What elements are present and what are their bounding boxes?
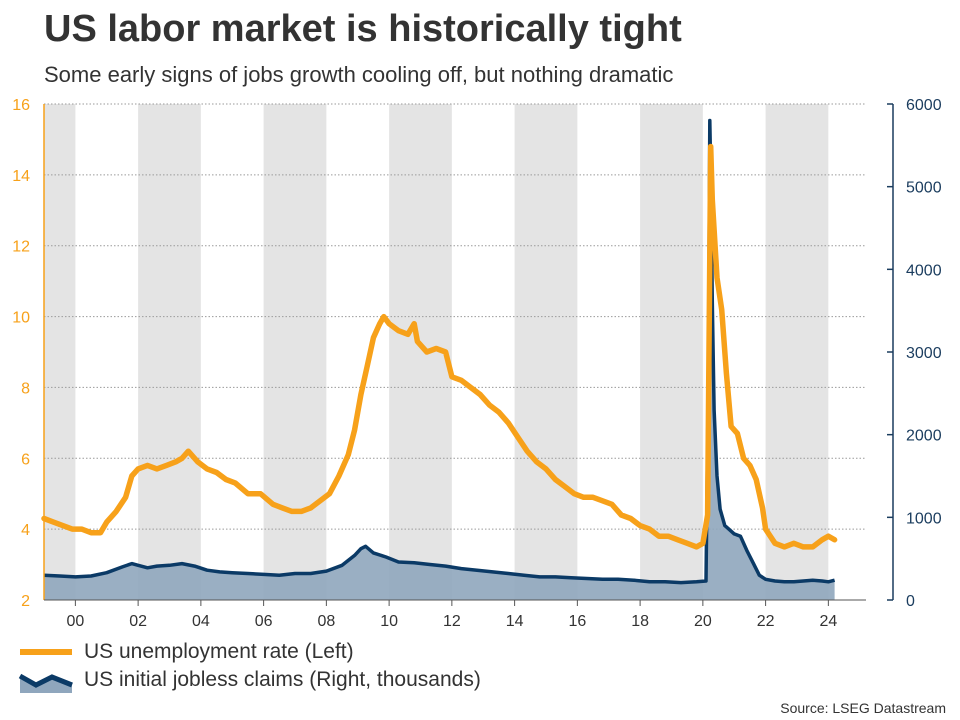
legend-item-unemployment: US unemployment rate (Left) bbox=[18, 638, 481, 666]
x-tick-label: 20 bbox=[694, 613, 712, 630]
left-tick-label: 6 bbox=[21, 451, 30, 468]
x-tick-label: 04 bbox=[192, 613, 210, 630]
right-tick-label: 6000 bbox=[906, 97, 942, 114]
right-tick-label: 1000 bbox=[906, 510, 942, 527]
shaded-band-0 bbox=[44, 104, 76, 600]
right-tick-label: 2000 bbox=[906, 428, 942, 445]
x-tick-label: 14 bbox=[506, 613, 524, 630]
right-tick-label: 5000 bbox=[906, 180, 942, 197]
chart-subtitle: Some early signs of jobs growth cooling … bbox=[44, 62, 674, 87]
x-tick-label: 02 bbox=[129, 613, 147, 630]
x-tick-label: 00 bbox=[66, 613, 84, 630]
legend-item-claims: US initial jobless claims (Right, thousa… bbox=[18, 666, 481, 694]
shaded-band-1 bbox=[138, 104, 201, 600]
left-tick-label: 14 bbox=[12, 168, 30, 185]
left-tick-label: 10 bbox=[12, 310, 30, 327]
shaded-band-4 bbox=[514, 104, 578, 600]
x-tick-label: 06 bbox=[255, 613, 273, 630]
blue-area-icon bbox=[18, 673, 73, 693]
left-tick-label: 12 bbox=[12, 239, 30, 256]
right-tick-label: 3000 bbox=[906, 345, 942, 362]
x-tick-label: 08 bbox=[317, 613, 335, 630]
x-tick-label: 22 bbox=[757, 613, 775, 630]
x-tick-label: 18 bbox=[631, 613, 649, 630]
right-tick-label: 0 bbox=[906, 593, 915, 610]
x-tick-label: 12 bbox=[443, 613, 461, 630]
left-tick-label: 2 bbox=[21, 593, 30, 610]
left-tick-label: 16 bbox=[12, 97, 30, 114]
shaded-band-6 bbox=[765, 104, 829, 600]
x-tick-label: 24 bbox=[819, 613, 837, 630]
legend-label-unemployment: US unemployment rate (Left) bbox=[84, 640, 354, 663]
left-tick-label: 8 bbox=[21, 380, 30, 397]
source-note: Source: LSEG Datastream bbox=[780, 700, 946, 716]
legend-label-claims: US initial jobless claims (Right, thousa… bbox=[84, 668, 481, 691]
x-tick-label: 16 bbox=[568, 613, 586, 630]
legend: US unemployment rate (Left) US initial j… bbox=[18, 638, 481, 694]
shaded-band-2 bbox=[263, 104, 327, 600]
claims-line bbox=[43, 118, 836, 585]
orange-line-icon bbox=[20, 649, 72, 655]
x-tick-label: 10 bbox=[380, 613, 398, 630]
unemployment-line bbox=[41, 143, 838, 550]
left-tick-label: 4 bbox=[21, 522, 30, 539]
right-tick-label: 4000 bbox=[906, 262, 942, 279]
chart-title: US labor market is historically tight bbox=[44, 8, 682, 50]
shaded-band-5 bbox=[640, 104, 703, 600]
